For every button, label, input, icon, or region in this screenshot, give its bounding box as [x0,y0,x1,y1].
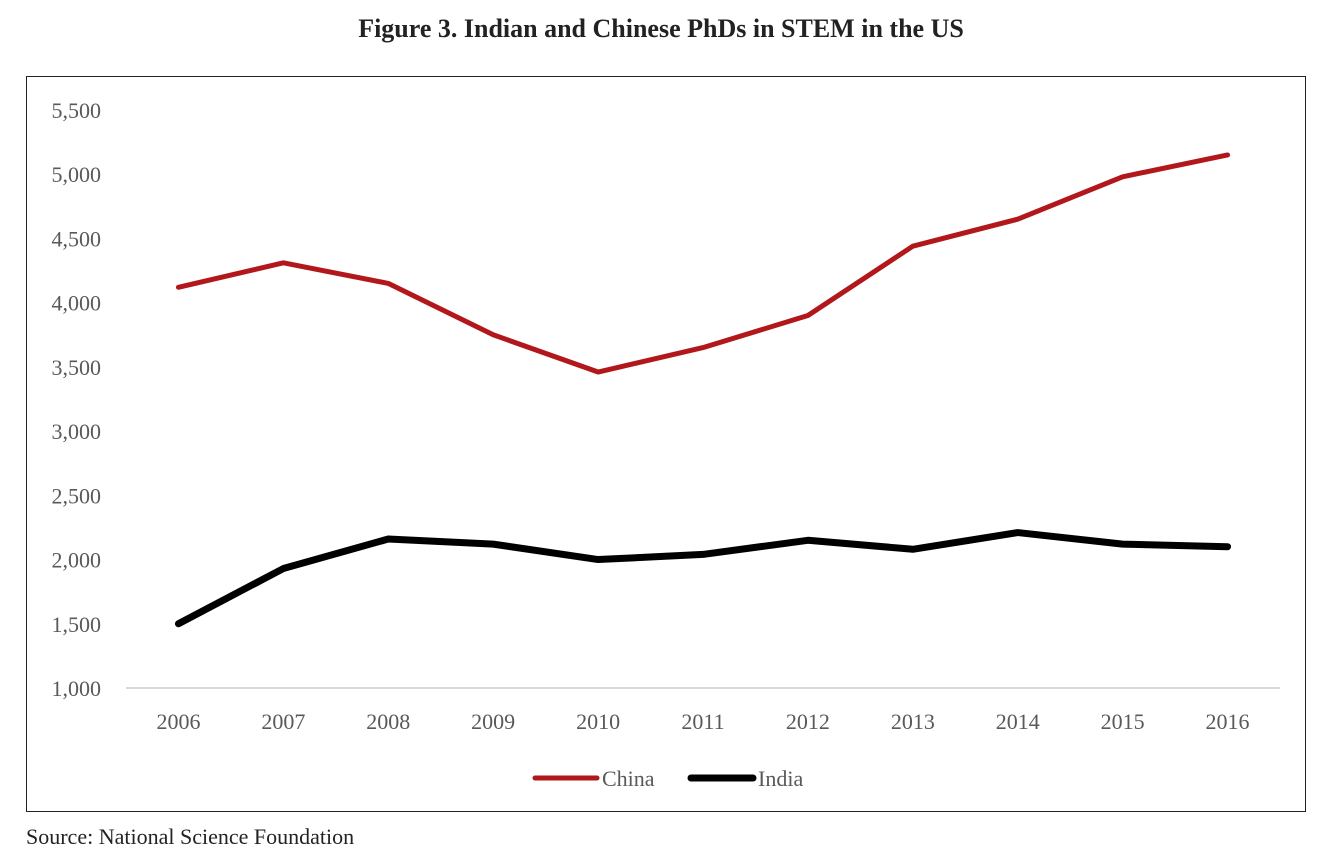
series-line-india [174,529,1232,628]
y-tick-label: 4,000 [52,291,102,316]
y-tick-label: 1,500 [52,612,102,637]
x-tick-label: 2007 [261,709,305,734]
series-line-china [175,152,1231,375]
legend-label-china: China [602,766,655,791]
y-tick-label: 5,000 [52,162,102,187]
x-tick-label: 2011 [681,709,724,734]
x-tick-label: 2008 [366,709,410,734]
line-chart: 1,000 1,500 2,000 2,500 3,000 3,500 4,000 4,500… [52,98,1280,791]
legend-label-india: India [758,766,803,791]
chart-frame: 1,000 1,500 2,000 2,500 3,000 3,500 4,000 4,500… [26,76,1306,812]
chart-title: Figure 3. Indian and Chinese PhDs in STE… [358,14,964,43]
y-tick-label: 1,000 [52,676,102,701]
y-tick-label: 5,500 [52,98,102,123]
x-tick-label: 2015 [1101,709,1145,734]
x-tick-label: 2010 [576,709,620,734]
x-tick-label: 2016 [1206,709,1250,734]
y-tick-label: 3,000 [52,419,102,444]
y-tick-label: 3,500 [52,355,102,380]
x-tick-label: 2012 [786,709,830,734]
y-tick-label: 2,000 [52,548,102,573]
x-tick-label: 2009 [471,709,515,734]
y-tick-label: 4,500 [52,226,102,251]
x-tick-label: 2014 [996,709,1040,734]
y-tick-label: 2,500 [52,483,102,508]
x-tick-label: 2006 [156,709,200,734]
x-tick-label: 2013 [891,709,935,734]
source-note: Source: National Science Foundation [26,824,355,849]
